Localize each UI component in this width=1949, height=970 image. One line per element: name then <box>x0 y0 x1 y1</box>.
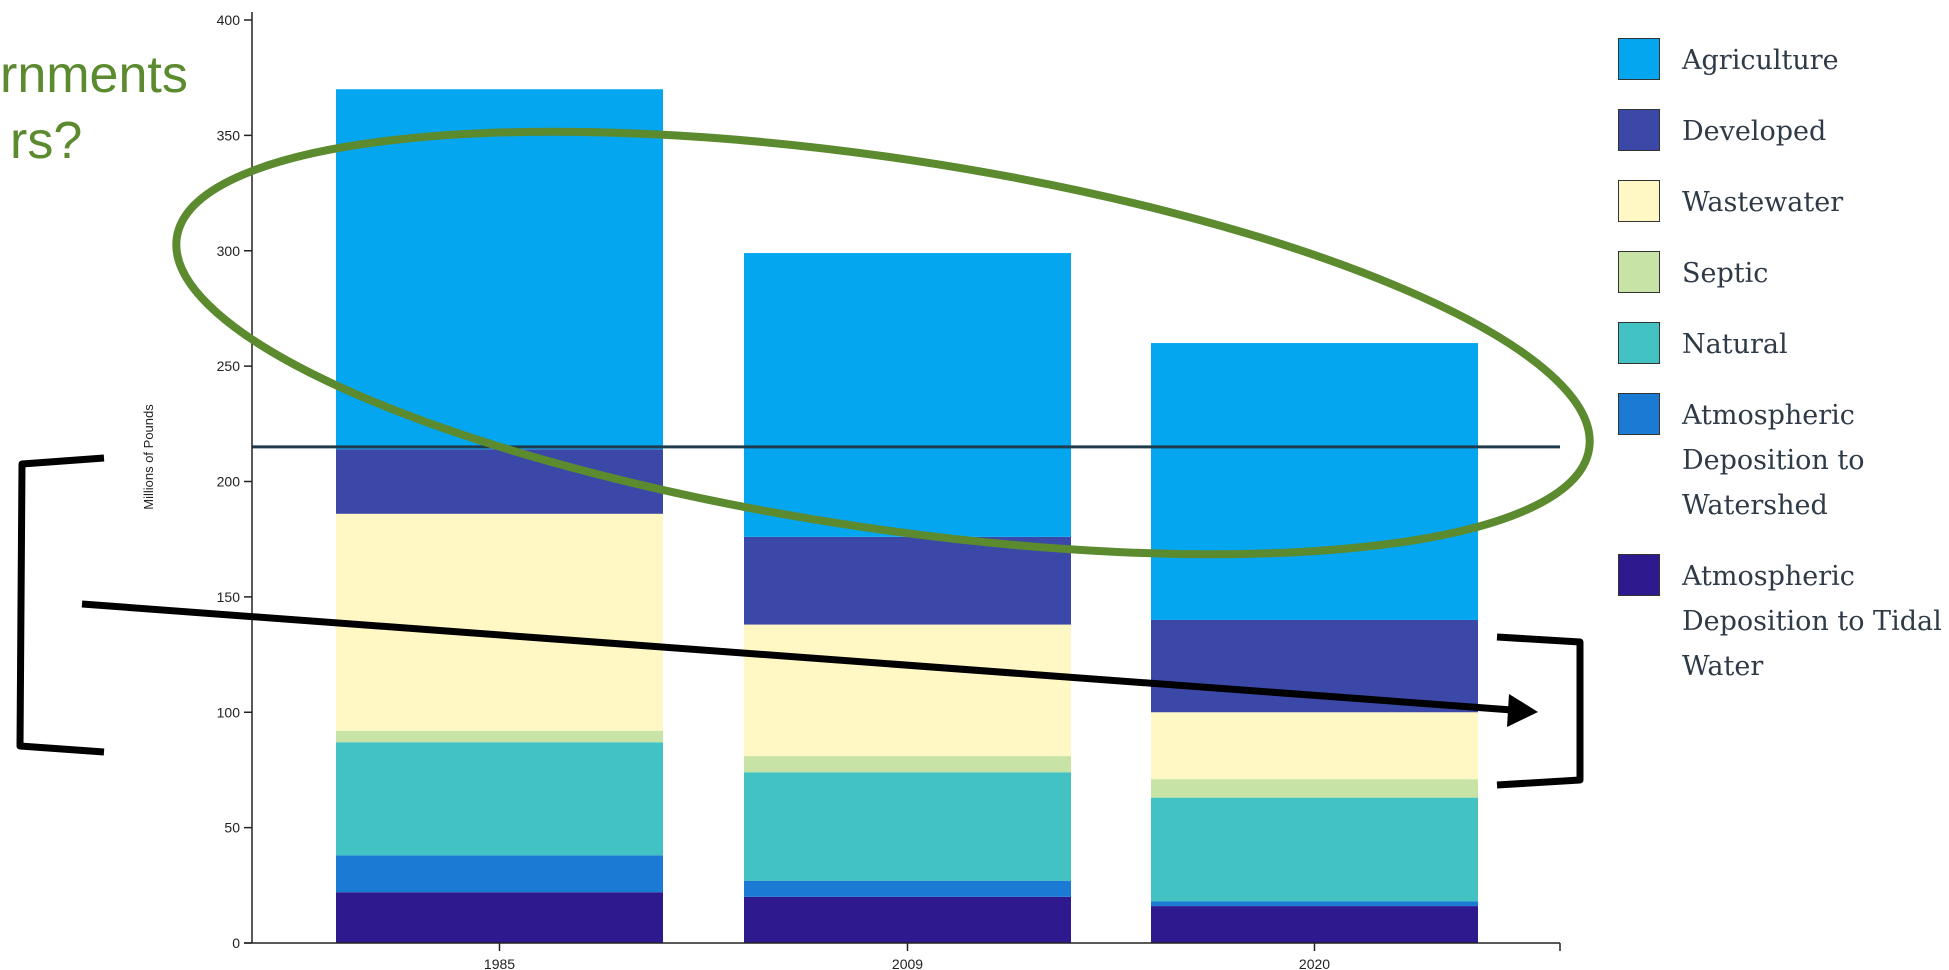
legend-swatch <box>1618 393 1660 435</box>
highlight-ellipse <box>172 127 1594 559</box>
legend-item: Atmospheric Deposition to Tidal Water <box>1618 554 1949 689</box>
legend-item: Atmospheric Deposition to Watershed <box>1618 393 1949 528</box>
left-bracket <box>16 454 105 756</box>
y-tick-label: 200 <box>217 474 241 490</box>
axes-layer: 0 50 100 150 200 250 300 350 400 1985 2009 2020 Mill… <box>141 12 1561 970</box>
bar-layer <box>336 89 1478 943</box>
legend-item: Wastewater <box>1618 180 1949 225</box>
y-tick-label: 150 <box>217 589 241 605</box>
bar-segment <box>336 730 663 743</box>
bar-segment <box>336 513 663 731</box>
bar-segment <box>744 896 1071 943</box>
legend-item: Developed <box>1618 109 1949 154</box>
bar-segment <box>744 253 1071 537</box>
legend-label: Septic <box>1682 258 1769 289</box>
partial-slide-title: rnments rs? <box>0 42 188 174</box>
x-tick-label: 2020 <box>1299 956 1330 970</box>
bar-segment <box>744 536 1071 625</box>
trend-arrow-shaft <box>81 600 1513 714</box>
bar-segment <box>744 624 1071 757</box>
bar-segment <box>336 89 663 450</box>
y-tick-label: 50 <box>224 820 240 836</box>
bar-segment <box>1151 797 1478 902</box>
bar-segment <box>1151 779 1478 798</box>
bar-segment <box>744 772 1071 881</box>
annotation-layer <box>16 127 1594 789</box>
bar-segment <box>744 880 1071 897</box>
partial-title-line-1: rnments <box>0 46 188 104</box>
legend-swatch <box>1618 109 1660 151</box>
legend-swatch <box>1618 322 1660 364</box>
bar-segment <box>1151 712 1478 780</box>
chart-legend: Agriculture Developed Wastewater Septic Natu… <box>1618 38 1949 715</box>
bar-segment <box>1151 343 1478 620</box>
bar-segment <box>336 449 663 514</box>
y-tick-label: 350 <box>217 127 241 143</box>
bar-segment <box>1151 906 1478 943</box>
bar-segment <box>336 892 663 943</box>
legend-swatch <box>1618 554 1660 596</box>
x-tick-label: 2009 <box>892 956 923 970</box>
legend-swatch <box>1618 180 1660 222</box>
legend-label: Atmospheric Deposition to Watershed <box>1682 400 1865 521</box>
y-tick-label: 250 <box>217 358 241 374</box>
y-axis-label: Millions of Pounds <box>141 404 156 510</box>
legend-label: Natural <box>1682 329 1788 360</box>
partial-title-line-2: rs? <box>10 112 83 170</box>
legend-label: Developed <box>1682 116 1827 147</box>
x-tick-label: 1985 <box>484 956 515 970</box>
trend-arrow-head <box>1507 694 1538 727</box>
bar-segment <box>336 855 663 893</box>
y-tick-label: 0 <box>232 935 240 951</box>
bar-segment <box>1151 901 1478 907</box>
legend-label: Atmospheric Deposition to Tidal Water <box>1682 561 1942 682</box>
y-tick-label: 100 <box>217 704 241 720</box>
legend-item: Agriculture <box>1618 38 1949 83</box>
legend-item: Septic <box>1618 251 1949 296</box>
legend-swatch <box>1618 38 1660 80</box>
legend-label: Agriculture <box>1682 45 1839 76</box>
y-tick-label: 300 <box>217 243 241 259</box>
bar-segment <box>336 742 663 856</box>
legend-swatch <box>1618 251 1660 293</box>
bar-segment <box>744 756 1071 773</box>
legend-item: Natural <box>1618 322 1949 367</box>
legend-label: Wastewater <box>1682 187 1844 218</box>
y-tick-label: 400 <box>217 12 241 28</box>
right-bracket <box>1496 633 1584 789</box>
